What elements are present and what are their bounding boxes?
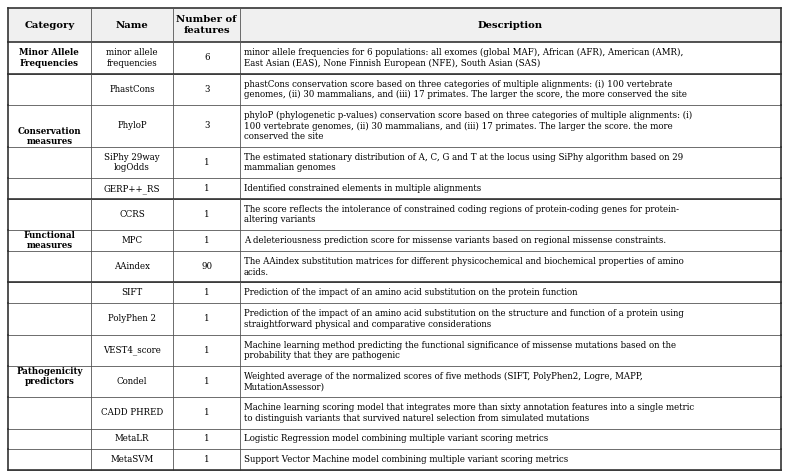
Text: VEST4_score: VEST4_score [103,345,161,355]
Text: 1: 1 [204,435,209,444]
Text: PolyPhen 2: PolyPhen 2 [108,314,156,323]
Text: The score reflects the intolerance of constrained coding regions of protein-codi: The score reflects the intolerance of co… [244,205,679,225]
Text: 1: 1 [204,408,209,418]
Text: Identified constrained elements in multiple alignments: Identified constrained elements in multi… [244,184,481,193]
Text: The AAindex substitution matrices for different physicochemical and biochemical : The AAindex substitution matrices for di… [244,257,683,276]
Text: Machine learning scoring model that integrates more than sixty annotation featur: Machine learning scoring model that inte… [244,403,694,423]
Text: A deleteriousness prediction score for missense variants based on regional misse: A deleteriousness prediction score for m… [244,236,666,245]
Text: 1: 1 [204,236,209,245]
Text: 90: 90 [201,262,212,271]
Text: 1: 1 [204,158,209,167]
Text: Pathogenicity
predictors: Pathogenicity predictors [16,367,83,386]
Text: CADD PHRED: CADD PHRED [101,408,163,418]
Text: PhyloP: PhyloP [118,122,147,131]
Text: 1: 1 [204,210,209,219]
Text: MPC: MPC [122,236,143,245]
Text: minor allele frequencies for 6 populations: all exomes (global MAF), African (AF: minor allele frequencies for 6 populatio… [244,48,683,68]
Text: 1: 1 [204,288,209,297]
Text: 1: 1 [204,377,209,386]
Text: SiPhy 29way
logOdds: SiPhy 29way logOdds [104,153,160,172]
Text: Prediction of the impact of an amino acid substitution on the structure and func: Prediction of the impact of an amino aci… [244,309,684,329]
Text: MetaSVM: MetaSVM [110,455,154,464]
Text: The estimated stationary distribution of A, C, G and T at the locus using SiPhy : The estimated stationary distribution of… [244,153,683,172]
Text: MetaLR: MetaLR [115,435,149,444]
Text: PhastCons: PhastCons [109,85,155,94]
Text: phyloP (phylogenetic p-values) conservation score based on three categories of m: phyloP (phylogenetic p-values) conservat… [244,111,692,141]
Text: minor allele
frequencies: minor allele frequencies [107,48,158,67]
Text: SIFT: SIFT [122,288,143,297]
Text: Category: Category [24,20,74,29]
Text: Functional
measures: Functional measures [24,231,75,250]
Text: 3: 3 [204,122,209,131]
Text: Condel: Condel [117,377,148,386]
Text: 1: 1 [204,455,209,464]
Text: 3: 3 [204,85,209,94]
Text: CCRS: CCRS [119,210,145,219]
Text: Minor Allele
Frequencies: Minor Allele Frequencies [20,48,79,67]
Text: Number of
features: Number of features [177,15,237,35]
Text: Description: Description [478,20,543,29]
Text: Machine learning method predicting the functional significance of missense mutat: Machine learning method predicting the f… [244,341,676,360]
Text: GERP++_RS: GERP++_RS [104,184,160,194]
Text: 1: 1 [204,314,209,323]
Text: AAindex: AAindex [114,262,150,271]
Text: Weighted average of the normalized scores of five methods (SIFT, PolyPhen2, Logr: Weighted average of the normalized score… [244,372,643,391]
Text: Conservation
measures: Conservation measures [17,127,81,146]
Text: phastCons conservation score based on three categories of multiple alignments: (: phastCons conservation score based on th… [244,79,687,99]
Text: 1: 1 [204,346,209,355]
Text: Logistic Regression model combining multiple variant scoring metrics: Logistic Regression model combining mult… [244,435,548,444]
Text: Support Vector Machine model combining multiple variant scoring metrics: Support Vector Machine model combining m… [244,455,568,464]
Text: Name: Name [116,20,148,29]
Text: 6: 6 [204,53,209,62]
Bar [8,8,781,42]
Text: Prediction of the impact of an amino acid substitution on the protein function: Prediction of the impact of an amino aci… [244,288,578,297]
Text: 1: 1 [204,184,209,193]
